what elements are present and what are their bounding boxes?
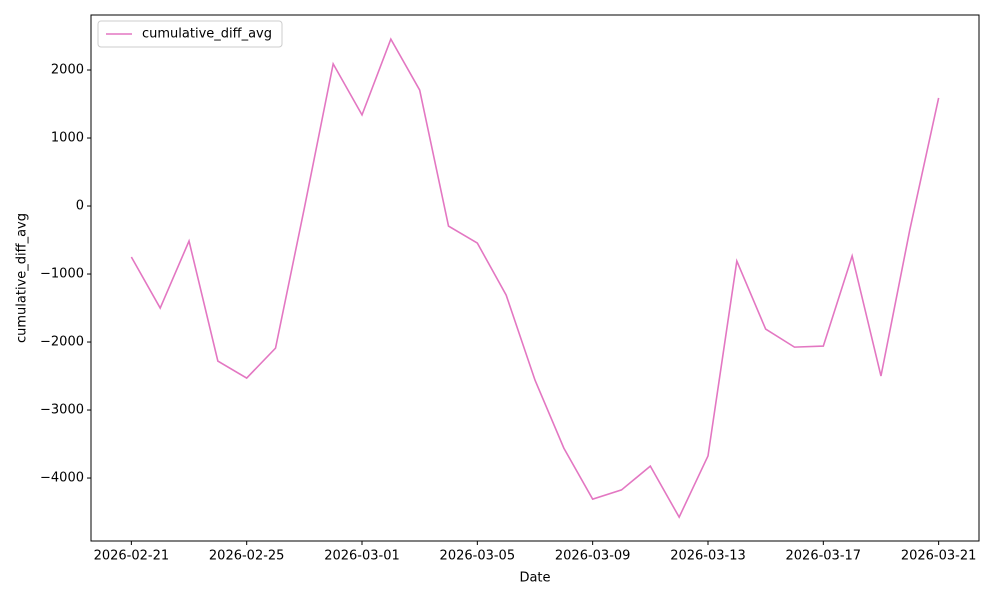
legend-label: cumulative_diff_avg (142, 27, 272, 42)
x-axis-label: Date (519, 571, 550, 586)
y-tick-label: 0 (76, 199, 84, 214)
x-tick-label: 2026-03-17 (786, 549, 862, 564)
x-tick-label: 2026-03-13 (670, 549, 746, 564)
y-tick-label: −2000 (40, 335, 84, 350)
y-axis-label: cumulative_diff_avg (15, 213, 30, 343)
x-tick-label: 2026-03-05 (440, 549, 516, 564)
y-tick-label: −3000 (40, 403, 84, 418)
data-line (130, 37, 940, 519)
x-tick-label: 2026-02-21 (94, 549, 170, 564)
legend-box (97, 20, 283, 48)
x-tick-label: 2026-03-09 (555, 549, 631, 564)
y-tick-label: 2000 (51, 63, 84, 78)
x-tick-label: 2026-03-01 (324, 549, 400, 564)
x-tick-label: 2026-02-25 (209, 549, 285, 564)
y-tick-label: −1000 (40, 267, 84, 282)
y-tick-label: 1000 (51, 131, 84, 146)
plot-frame (90, 14, 980, 542)
x-tick-label: 2026-03-21 (901, 549, 977, 564)
y-tick-label: −4000 (40, 471, 84, 486)
